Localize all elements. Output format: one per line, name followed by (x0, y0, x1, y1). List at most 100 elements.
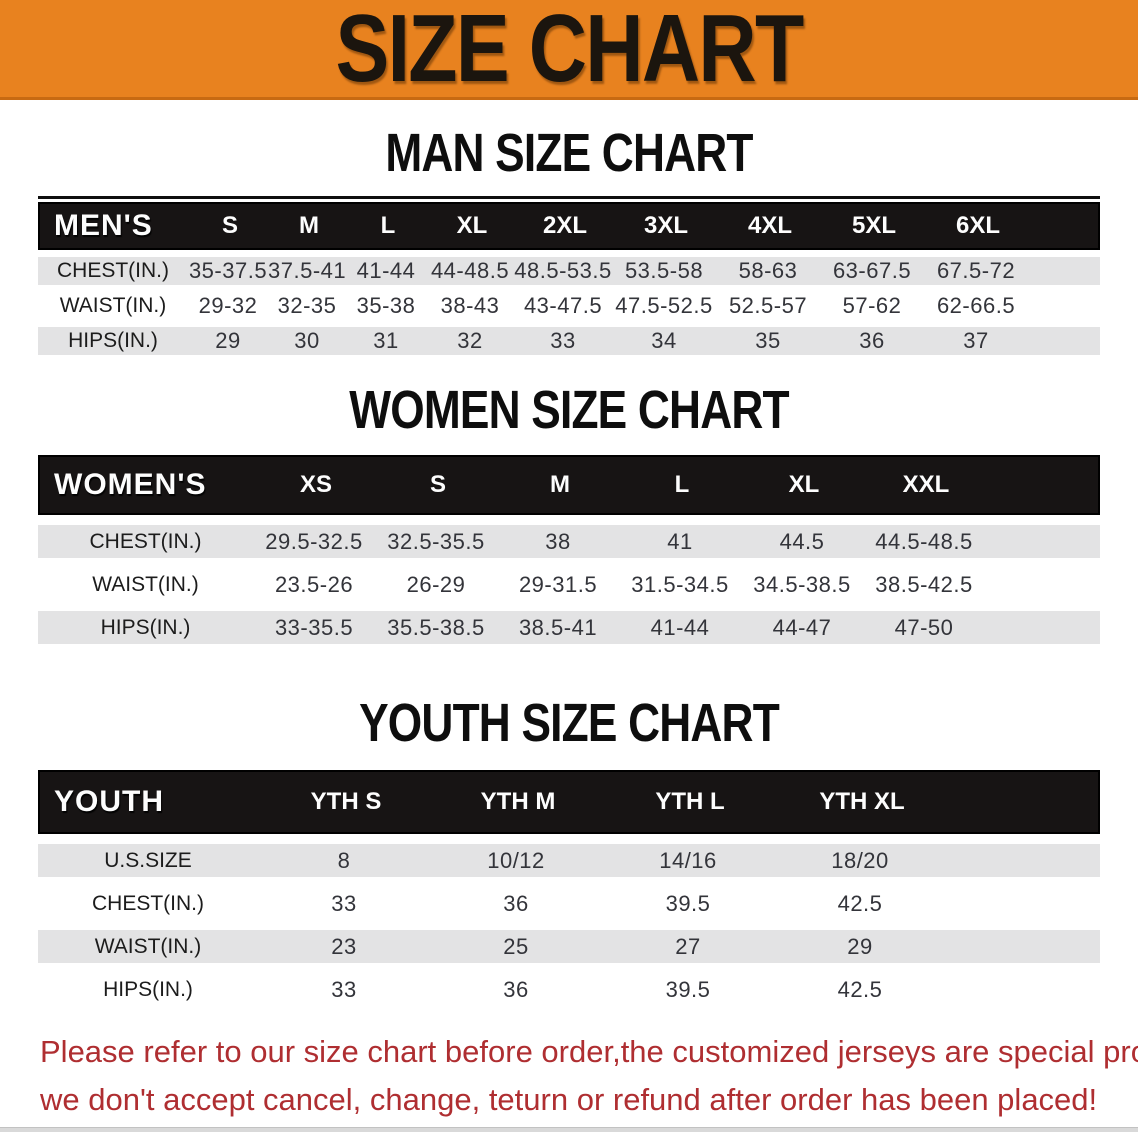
women-table-body: CHEST(IN.) 29.5-32.5 32.5-35.5 38 41 44.5 44.5… (38, 525, 1100, 644)
measurement-value: 38-43 (440, 293, 500, 318)
measurement-value: 18/20 (831, 847, 889, 873)
measurement-label: HIPS(IN.) (100, 615, 191, 639)
men-table-top-border (38, 196, 1100, 199)
size-column-header: 5XL (851, 212, 896, 239)
measurement-row: HIPS(IN.) 33 36 39.5 42.5 (38, 973, 1100, 1006)
measurement-value: 39.5 (665, 976, 711, 1002)
women-size-chart-section: WOMEN SIZE CHART WOMEN'S XS S M L XL XXL CHEST… (0, 379, 1138, 644)
measurement-row: HIPS(IN.) 29 30 31 32 33 34 35 36 37 (38, 327, 1100, 355)
measurement-value: 41-44 (356, 258, 416, 283)
measurement-value: 44.5-48.5 (875, 528, 973, 554)
measurement-value: 62-66.5 (936, 293, 1016, 318)
measurement-row: CHEST(IN.) 35-37.5 37.5-41 41-44 44-48.5 48.5… (38, 257, 1100, 285)
measurement-value: 43-47.5 (523, 293, 603, 318)
table-title-label: MEN'S (54, 209, 153, 242)
measurement-row: CHEST(IN.) 33 36 39.5 42.5 (38, 887, 1100, 920)
measurement-label: HIPS(IN.) (68, 329, 158, 352)
measurement-value: 36 (503, 890, 529, 916)
measurement-value: 33-35.5 (274, 614, 354, 640)
man-size-chart-heading-text: MAN SIZE CHART (385, 123, 753, 183)
measurement-row: CHEST(IN.) 29.5-32.5 32.5-35.5 38 41 44.5 44.5… (38, 525, 1100, 558)
size-column-header: XS (299, 471, 332, 498)
measurement-value: 44.5 (779, 528, 825, 554)
measurement-label: U.S.SIZE (104, 848, 192, 872)
measurement-value: 35 (755, 328, 781, 353)
measurement-value: 36 (859, 328, 885, 353)
measurement-label: CHEST(IN.) (57, 259, 169, 282)
size-column-header: M (299, 212, 319, 239)
measurement-row: U.S.SIZE 8 10/12 14/16 18/20 (38, 844, 1100, 877)
measurement-label: WAIST(IN.) (92, 572, 199, 596)
measurement-value: 33 (550, 328, 576, 353)
men-table-body: CHEST(IN.) 35-37.5 37.5-41 41-44 44-48.5 48.5… (38, 257, 1100, 355)
size-column-header: 6XL (955, 212, 1000, 239)
size-column-header: 3XL (643, 212, 688, 239)
measurement-value: 52.5-57 (728, 293, 808, 318)
table-title-label: YOUTH (54, 785, 164, 818)
measurement-value: 38.5-42.5 (875, 571, 973, 597)
measurement-value: 44-47 (772, 614, 832, 640)
measurement-value: 35-37.5 (188, 258, 268, 283)
size-column-header: S (429, 471, 446, 498)
measurement-value: 32 (457, 328, 483, 353)
measurement-value: 29.5-32.5 (265, 528, 363, 554)
measurement-value: 63-67.5 (832, 258, 912, 283)
women-size-chart-heading-text: WOMEN SIZE CHART (349, 380, 789, 440)
measurement-value: 10/12 (487, 847, 545, 873)
size-column-header: YTH XL (819, 788, 905, 815)
measurement-value: 29-32 (198, 293, 258, 318)
measurement-label: CHEST(IN.) (89, 529, 202, 553)
measurement-label: CHEST(IN.) (92, 891, 204, 915)
measurement-value: 26-29 (406, 571, 466, 597)
banner-title: SIZE CHART (335, 0, 804, 102)
measurement-value: 47.5-52.5 (615, 293, 713, 318)
youth-size-table: YOUTH YTH S YTH M YTH L YTH XL U.S.SIZE 8 10/1… (38, 770, 1100, 1006)
size-chart-banner: SIZE CHART (0, 0, 1138, 100)
measurement-value: 67.5-72 (936, 258, 1016, 283)
measurement-value: 23.5-26 (274, 571, 354, 597)
disclaimer-line-2: we don't accept cancel, change, teturn o… (40, 1082, 1098, 1117)
measurement-value: 48.5-53.5 (514, 258, 612, 283)
measurement-value: 23 (331, 933, 357, 959)
women-table-header-row: WOMEN'S XS S M L XL XXL (38, 455, 1100, 515)
measurement-value: 39.5 (665, 890, 711, 916)
measurement-value: 30 (294, 328, 320, 353)
men-table-header-row: MEN'S S M L XL 2XL 3XL 4XL 5XL 6XL (38, 202, 1100, 250)
measurement-value: 38 (545, 528, 571, 554)
measurement-value: 37.5-41 (268, 258, 346, 283)
measurement-value: 47-50 (894, 614, 954, 640)
measurement-label: HIPS(IN.) (103, 977, 193, 1001)
measurement-value: 32-35 (277, 293, 337, 318)
measurement-row: WAIST(IN.) 29-32 32-35 35-38 38-43 43-47.5 47.… (38, 292, 1100, 320)
measurement-row: WAIST(IN.) 23 25 27 29 (38, 930, 1100, 963)
measurement-value: 25 (503, 933, 529, 959)
size-column-header: XL (788, 471, 820, 498)
size-column-header: 4XL (747, 212, 792, 239)
measurement-value: 29 (215, 328, 241, 353)
measurement-value: 34 (651, 328, 677, 353)
men-size-table: MEN'S S M L XL 2XL 3XL 4XL 5XL 6XL CHEST(IN.) 35-3… (38, 196, 1100, 355)
measurement-label: WAIST(IN.) (94, 934, 202, 958)
women-size-chart-heading: WOMEN SIZE CHART (0, 379, 1138, 441)
man-size-chart-section: MAN SIZE CHART MEN'S S M L XL 2XL 3XL 4XL 5XL 6XL… (0, 122, 1138, 355)
size-column-header: L (674, 471, 690, 498)
measurement-value: 27 (675, 933, 701, 959)
measurement-value: 33 (331, 976, 357, 1002)
measurement-value: 36 (503, 976, 529, 1002)
measurement-value: 34.5-38.5 (753, 571, 851, 597)
youth-size-chart-heading-text: YOUTH SIZE CHART (359, 693, 780, 753)
measurement-value: 31 (373, 328, 399, 353)
measurement-value: 35.5-38.5 (387, 614, 485, 640)
measurement-value: 31.5-34.5 (631, 571, 729, 597)
man-size-chart-heading: MAN SIZE CHART (0, 122, 1138, 184)
measurement-label: WAIST(IN.) (59, 294, 167, 317)
measurement-value: 53.5-58 (624, 258, 704, 283)
measurement-value: 32.5-35.5 (387, 528, 485, 554)
measurement-value: 35-38 (356, 293, 416, 318)
measurement-value: 14/16 (659, 847, 717, 873)
size-column-header: YTH S (310, 788, 382, 815)
measurement-value: 42.5 (837, 890, 883, 916)
table-title-label: WOMEN'S (54, 468, 207, 501)
size-column-header: YTH M (480, 788, 556, 815)
measurement-row: HIPS(IN.) 33-35.5 35.5-38.5 38.5-41 41-44 44-… (38, 611, 1100, 644)
